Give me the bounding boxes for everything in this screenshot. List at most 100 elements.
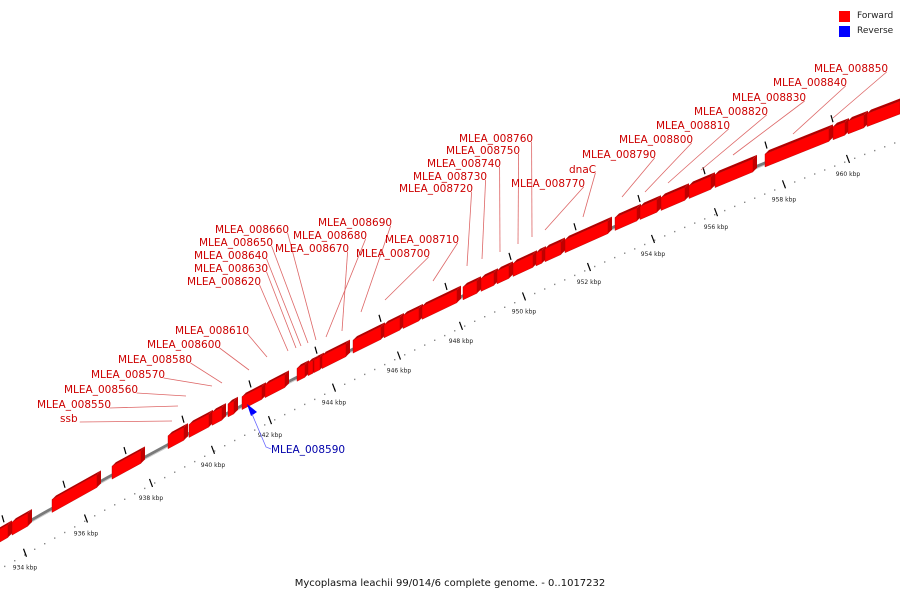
scale-dot [284, 413, 286, 416]
gene-block-end [608, 216, 612, 234]
leader-line [667, 128, 729, 184]
scale-tick [396, 351, 402, 360]
leader-line [287, 232, 317, 341]
gene-label: MLEA_008560 [64, 384, 138, 396]
scale-tick [22, 548, 28, 557]
leader-line [266, 271, 297, 349]
scale-dot [764, 193, 766, 195]
forward-label: Forward [857, 11, 894, 21]
scale-dot [314, 398, 316, 401]
scale-dot [424, 344, 426, 346]
scale-dot [244, 434, 246, 436]
scale-tick [210, 445, 216, 455]
leader-line [219, 347, 250, 371]
frame-tick [444, 282, 448, 291]
scale-tick-label: 944 kbp [322, 400, 347, 407]
gene-label: MLEA_008800 [619, 134, 693, 146]
scale-dot [514, 302, 516, 304]
scale-dot [574, 274, 576, 277]
scale-dot [54, 537, 56, 539]
frame-tick [508, 252, 512, 261]
gene-block-end [829, 124, 833, 142]
leader-line [266, 258, 302, 347]
frame-tick [248, 380, 252, 388]
scale-tick-label: 954 kbp [641, 251, 666, 258]
gene-block-top [481, 268, 498, 279]
scale-dot [164, 476, 166, 479]
gene-block-end [509, 261, 513, 279]
gene-block-end [457, 285, 461, 303]
scale-dot [134, 493, 136, 495]
gene-block-top [12, 509, 32, 523]
scale-dot [124, 498, 126, 500]
frame-tick [637, 194, 641, 203]
gene-label: MLEA_008710 [385, 234, 459, 246]
scale-dot [704, 218, 706, 220]
scale-tick [148, 478, 154, 488]
leader-line [259, 284, 289, 352]
scale-dot [444, 334, 446, 337]
scale-dot [234, 439, 236, 442]
scale-dot [274, 419, 276, 421]
scale-dot [214, 450, 216, 452]
gene-block-top [545, 237, 565, 249]
gene-label: MLEA_008700 [356, 248, 430, 260]
gene-label: MLEA_008610 [175, 325, 249, 337]
gene-label: MLEA_008640 [194, 250, 268, 262]
gene-block-top [384, 313, 404, 325]
scale-dot [384, 363, 386, 366]
gene-block-end [285, 370, 289, 388]
scale-tick-label: 958 kbp [772, 196, 797, 203]
gene-block-top [242, 382, 266, 397]
gene-label: MLEA_008770 [511, 178, 585, 190]
scale-dot [694, 222, 696, 224]
scale-tick [713, 207, 719, 217]
leader-line [79, 420, 173, 423]
gene-block [313, 356, 321, 374]
scale-dot [304, 403, 306, 406]
scale-dot [264, 424, 266, 426]
gene-block-end [97, 470, 101, 488]
gene-label: MLEA_008850 [814, 63, 888, 75]
scale-dot [324, 393, 326, 395]
gene-block-end [477, 276, 481, 294]
scale-dot [624, 252, 626, 254]
gene-label: MLEA_008550 [37, 399, 111, 411]
frame-tick [181, 415, 185, 423]
leader-line [432, 242, 458, 282]
scale-dot [544, 288, 546, 290]
scale-dot [14, 560, 16, 562]
scale-dot [474, 320, 476, 322]
frame-tick [573, 223, 577, 231]
gene-block-top [640, 195, 661, 207]
scale-dot [404, 354, 406, 356]
scale-dot [254, 429, 256, 431]
gene-label: MLEA_008840 [773, 77, 847, 89]
gene-block-top [189, 409, 213, 425]
gene-block-end [711, 172, 715, 190]
gene-block-top [513, 250, 537, 264]
scale-dot [804, 177, 806, 179]
scale-dot [674, 230, 676, 233]
gene-block-top [212, 403, 226, 413]
gene-block-top [536, 246, 546, 253]
scale-dot [894, 142, 896, 144]
gene-label: MLEA_008730 [413, 171, 487, 183]
gene-label: MLEA_008810 [656, 120, 730, 132]
leader-line [247, 333, 268, 358]
scale-tick [586, 262, 592, 272]
leader-line [251, 413, 272, 450]
gene-label: MLEA_008690 [318, 217, 392, 229]
scale-dot [434, 339, 436, 341]
scale-dot [194, 460, 196, 463]
scale-tick-label: 940 kbp [201, 462, 226, 469]
leader-line [582, 172, 596, 218]
gene-label: ssb [60, 413, 78, 425]
frame-tick [314, 346, 318, 354]
scale-dot [834, 165, 836, 167]
leader-line [621, 157, 655, 198]
scale-dot [744, 201, 746, 203]
gene-block-end [753, 154, 757, 172]
scale-dot [534, 292, 536, 295]
leader-line [136, 392, 187, 397]
